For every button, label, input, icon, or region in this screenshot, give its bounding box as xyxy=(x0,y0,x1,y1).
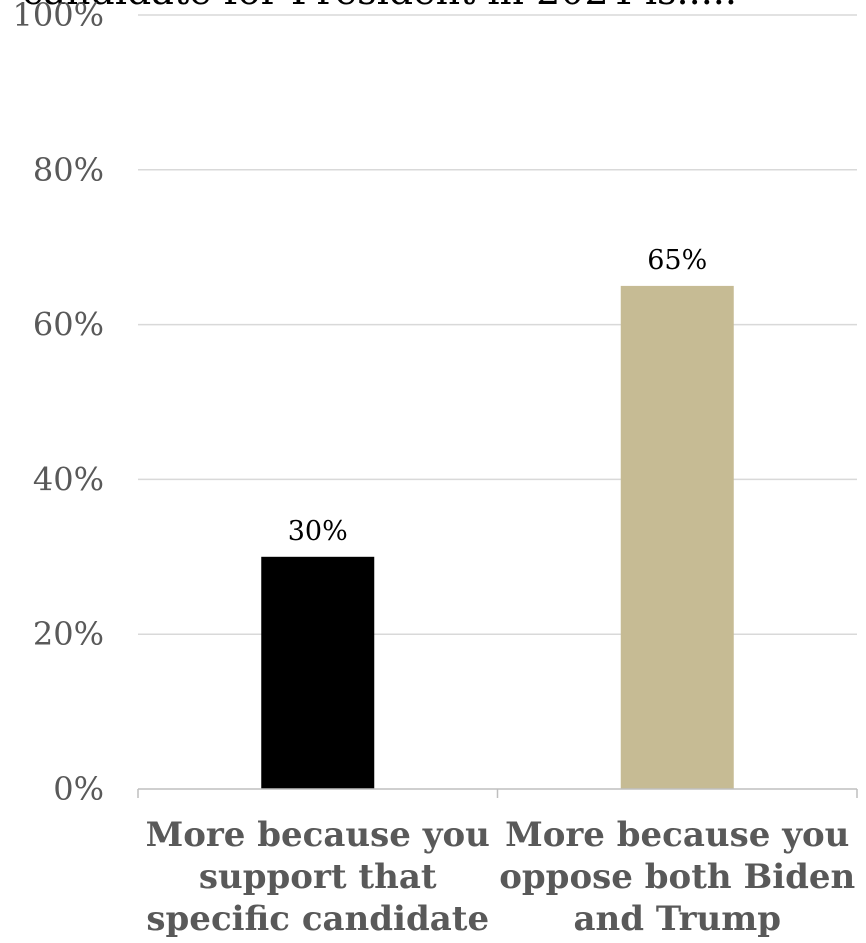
y-tick-label: 80% xyxy=(33,151,104,189)
bar-value-label: 30% xyxy=(288,516,348,547)
chart-title: candidate for President in 2024 is..... xyxy=(22,0,737,13)
y-tick-label: 0% xyxy=(53,770,104,808)
bar xyxy=(620,285,734,789)
y-tick-label: 20% xyxy=(33,615,104,653)
y-tick-label: 40% xyxy=(33,460,104,498)
x-category-label: More because you support that specific can… xyxy=(146,815,490,939)
x-category-label: More because you oppose both Biden and Tru… xyxy=(499,815,855,939)
y-tick-label: 100% xyxy=(13,0,104,34)
bar-value-label: 65% xyxy=(647,245,707,276)
bar xyxy=(261,556,375,789)
y-tick-label: 60% xyxy=(33,306,104,344)
